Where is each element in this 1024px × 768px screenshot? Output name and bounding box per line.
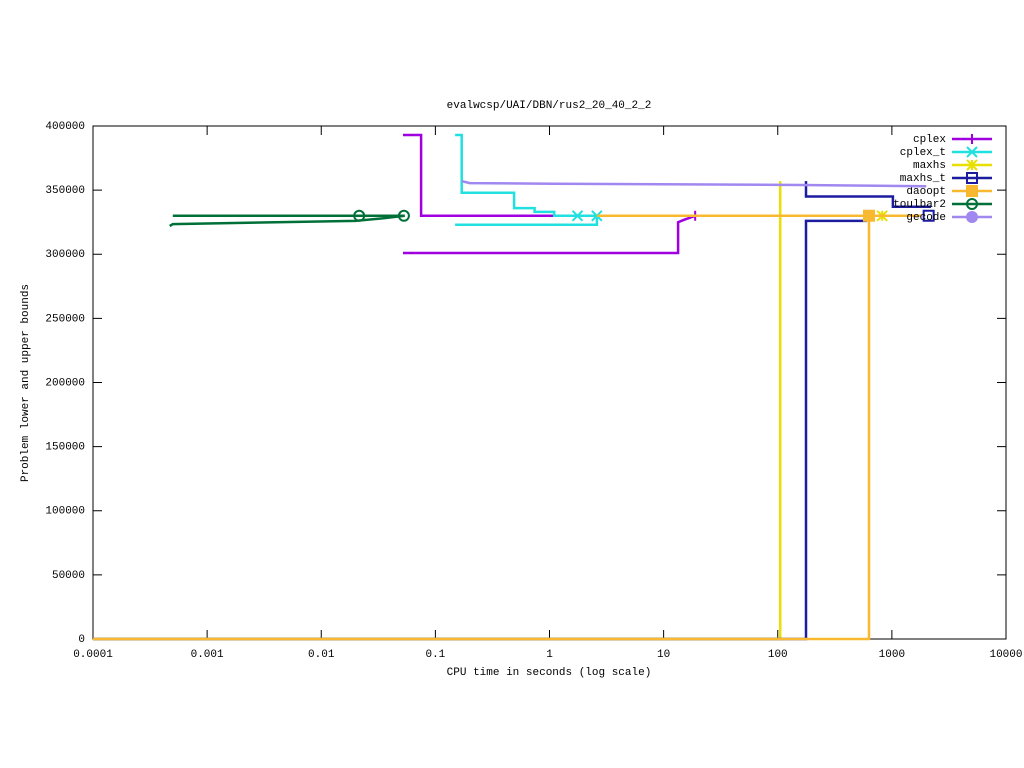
series-line bbox=[461, 179, 927, 188]
x-tick-label: 1 bbox=[546, 649, 553, 661]
series-line bbox=[93, 181, 931, 641]
y-tick-label: 150000 bbox=[45, 442, 85, 454]
marker bbox=[397, 209, 410, 222]
x-tick-label: 0.001 bbox=[191, 649, 224, 661]
legend-label: maxhs bbox=[913, 160, 946, 172]
marker bbox=[966, 172, 978, 184]
series-line bbox=[93, 214, 921, 641]
legend-label: cplex_t bbox=[900, 147, 946, 159]
x-tick-label: 0.1 bbox=[425, 649, 445, 661]
marker bbox=[966, 211, 979, 223]
y-axis-title: Problem lower and upper bounds bbox=[20, 284, 32, 482]
y-tick-label: 350000 bbox=[45, 185, 85, 197]
chart-title: evalwcsp/UAI/DBN/rus2_20_40_2_2 bbox=[447, 100, 652, 112]
legend-label: maxhs_t bbox=[900, 173, 946, 185]
x-tick-label: 0.0001 bbox=[73, 649, 113, 661]
marker bbox=[967, 134, 977, 144]
marker bbox=[966, 185, 978, 197]
x-tick-label: 10000 bbox=[989, 649, 1022, 661]
marker bbox=[591, 210, 603, 222]
x-tick-label: 10 bbox=[657, 649, 670, 661]
series-line bbox=[93, 181, 921, 641]
marker bbox=[966, 146, 978, 158]
marker bbox=[966, 159, 978, 171]
legend-label: gecode bbox=[906, 212, 946, 224]
marker bbox=[571, 210, 584, 222]
y-tick-label: 300000 bbox=[45, 249, 85, 261]
x-axis-title: CPU time in seconds (log scale) bbox=[447, 667, 652, 679]
x-tick-label: 1000 bbox=[879, 649, 905, 661]
marker bbox=[922, 209, 935, 222]
y-tick-label: 50000 bbox=[52, 570, 85, 582]
y-tick-label: 0 bbox=[78, 634, 85, 646]
x-tick-label: 100 bbox=[768, 649, 788, 661]
legend-label: cplex bbox=[913, 134, 946, 146]
marker bbox=[862, 209, 875, 222]
series-line bbox=[455, 133, 599, 227]
y-tick-label: 200000 bbox=[45, 377, 85, 389]
legend-label: toulbar2 bbox=[893, 199, 946, 211]
series-line bbox=[403, 133, 696, 255]
x-tick-label: 0.01 bbox=[308, 649, 335, 661]
marker bbox=[966, 198, 979, 210]
series-line bbox=[169, 214, 405, 228]
y-tick-label: 100000 bbox=[45, 506, 85, 518]
marker bbox=[353, 209, 366, 222]
legend-label: daoopt bbox=[906, 186, 946, 198]
y-tick-label: 400000 bbox=[45, 121, 85, 133]
y-tick-label: 250000 bbox=[45, 313, 85, 325]
